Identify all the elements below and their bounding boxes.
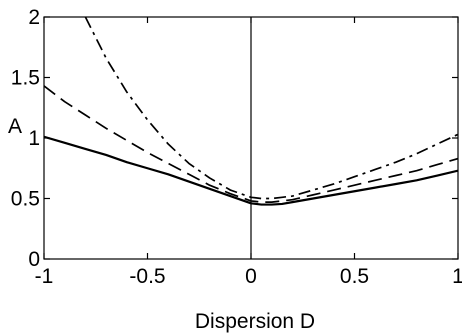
ticks-layer: -1 -0.5 0 0.5 1 0 0.5 1 1.5 2 [11, 6, 462, 288]
y-tick-label: 1 [28, 127, 40, 150]
y-tick-label: 2 [28, 6, 40, 29]
series-layer [44, 17, 458, 206]
series-line-dashdot [84, 17, 458, 200]
x-tick-label: -1 [35, 265, 54, 288]
y-tick-label: 0 [28, 248, 40, 271]
x-tick-label: 0 [245, 265, 257, 288]
y-axis-label: A [8, 115, 22, 138]
y-tick-label: 1.5 [11, 67, 40, 90]
x-tick-label: -0.5 [129, 265, 165, 288]
series-line-dashed [44, 85, 458, 203]
plot-frame [43, 16, 459, 260]
x-axis-label: Dispersion D [195, 310, 315, 333]
y-tick-label: 0.5 [11, 188, 40, 211]
x-tick-label: 1 [452, 265, 462, 288]
series-line-solid [44, 135, 458, 206]
x-tick-label: 0.5 [340, 265, 369, 288]
